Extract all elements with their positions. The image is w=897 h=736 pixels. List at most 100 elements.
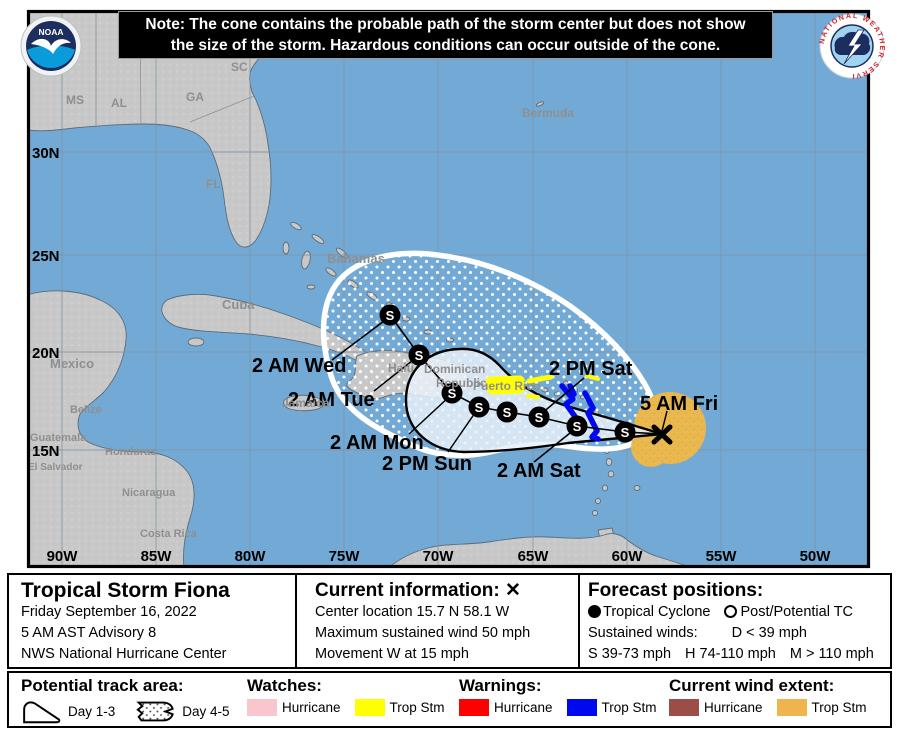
land-isle-of-youth xyxy=(187,337,205,347)
lon-90w: 90W xyxy=(47,548,79,565)
wind-s: S 39-73 mph xyxy=(588,646,672,662)
place-labels: MS AL GA SC FL Bermuda Bahamas Cuba Mexi… xyxy=(28,60,574,540)
forecast-positions-title: Forecast positions: xyxy=(588,580,764,601)
cone-day13 xyxy=(404,347,664,454)
land-south-america xyxy=(387,533,693,568)
noaa-logo-text: NOAA xyxy=(38,27,63,37)
label-jamaica: Jamaica xyxy=(282,396,330,410)
hurricane-warning-swatch xyxy=(459,699,489,716)
svg-text:S: S xyxy=(535,410,544,425)
legend-box: Potential track area: Day 1-3 Day 4-5 Wa… xyxy=(7,671,892,728)
lon-50w: 50W xyxy=(800,548,832,565)
current-info-title: Current information: ✕ xyxy=(315,580,521,601)
movement: Movement W at 15 mph xyxy=(315,646,469,662)
noaa-logo: NOAA xyxy=(20,15,82,77)
storm-date: Friday September 16, 2022 xyxy=(21,604,197,620)
lon-65w: 65W xyxy=(518,548,550,565)
label-ga: GA xyxy=(186,90,204,104)
callout-2pm-sat: 2 PM Sat xyxy=(549,358,633,380)
nws-logo: NATIONAL WEATHER SERVICE xyxy=(818,12,886,80)
label-fl: FL xyxy=(206,177,221,191)
note-banner: Note: The cone contains the probable pat… xyxy=(118,11,773,59)
lat-15n: 15N xyxy=(32,443,60,460)
callout-2am-wed: 2 AM Wed xyxy=(252,355,346,377)
landmasses xyxy=(27,10,693,568)
day45-stipple-icon xyxy=(136,701,175,722)
lon-75w: 75W xyxy=(329,548,361,565)
trop-storm-watch-label: Trop Stm xyxy=(389,700,445,715)
hurricane-watch-label: Hurricane xyxy=(282,700,341,715)
day13-cone-icon xyxy=(23,701,61,724)
wind-extent-title: Current wind extent: xyxy=(669,676,835,695)
track-area-title: Potential track area: xyxy=(21,676,184,695)
lat-30n: 30N xyxy=(32,145,60,162)
hurricane-extent-swatch xyxy=(669,699,699,716)
note-line1: Note: The cone contains the probable pat… xyxy=(145,16,746,33)
label-nicaragua: Nicaragua xyxy=(122,487,176,499)
lon-55w: 55W xyxy=(706,548,738,565)
max-wind: Maximum sustained wind 50 mph xyxy=(315,625,531,641)
wind-scale-line: S 39-73 mph H 74-110 mph M > 110 mph xyxy=(588,644,890,665)
current-info-panel: Current information: ✕ Center location 1… xyxy=(297,575,580,667)
land-jamaica xyxy=(283,394,324,412)
callout-2am-tue: 2 AM Tue xyxy=(288,389,375,411)
hurricane-warning-label: Hurricane xyxy=(494,700,553,715)
lat-25n: 25N xyxy=(32,248,60,265)
wind-extent-legend: Current wind extent: Hurricane Trop Stm xyxy=(669,676,867,716)
label-honduras: Honduras xyxy=(105,446,156,458)
sustained-winds-line: Sustained winds: D < 39 mph xyxy=(588,625,807,641)
hurricane-watch-swatch xyxy=(247,699,277,716)
lon-60w: 60W xyxy=(612,548,644,565)
trop-storm-extent-swatch xyxy=(776,699,807,716)
callout-2am-sat: 2 AM Sat xyxy=(497,460,581,482)
label-republic: Republic xyxy=(436,376,487,390)
label-bermuda: Bermuda xyxy=(522,106,574,120)
label-costa-rica: Costa Rica xyxy=(140,528,198,540)
storm-title: Tropical Storm Fiona xyxy=(21,579,230,602)
lat-20n: 20N xyxy=(32,345,60,362)
land-bermuda xyxy=(535,101,545,107)
graticule-labels: 30N 25N 20N 15N 90W 85W 80W 75W 70W 65W … xyxy=(32,145,831,565)
storm-advisory: 5 AM AST Advisory 8 xyxy=(21,625,157,641)
label-puerto-rico: Puerto Rico xyxy=(473,379,540,393)
marker-s: S xyxy=(386,308,395,323)
callout-2pm-sun: 2 PM Sun xyxy=(382,453,472,475)
wind-d: D < 39 mph xyxy=(731,625,807,641)
current-x-icon: ✕ xyxy=(505,580,521,601)
label-cuba: Cuba xyxy=(222,297,255,312)
watches-legend: Watches: Hurricane Trop Stm xyxy=(247,676,445,716)
potential-track-area-legend: Potential track area: Day 1-3 Day 4-5 xyxy=(21,676,230,724)
svg-text:S: S xyxy=(503,405,512,420)
label-ms: MS xyxy=(66,93,84,107)
center-location: Center location 15.7 N 58.1 W xyxy=(315,604,510,620)
callout-leader-lines xyxy=(331,317,668,463)
warnings-title: Warnings: xyxy=(459,676,542,695)
callout-2am-mon: 2 AM Mon xyxy=(330,432,424,454)
svg-text:S: S xyxy=(475,400,484,415)
storm-agency: NWS National Hurricane Center xyxy=(21,646,227,662)
wind-h: H 74-110 mph xyxy=(685,646,776,662)
land-central-america xyxy=(27,290,195,568)
position-types: Tropical Cyclone Post/Potential TC xyxy=(588,602,890,623)
label-al: AL xyxy=(111,96,127,110)
trop-storm-warning-swatch xyxy=(566,699,597,716)
post-potential-circle-icon xyxy=(724,605,738,618)
lon-70w: 70W xyxy=(423,548,455,565)
wind-m: M > 110 mph xyxy=(789,646,874,662)
lon-85w: 85W xyxy=(141,548,173,565)
tropical-cyclone-dot-icon xyxy=(588,605,601,618)
forecast-position-markers: S S S S S S S S xyxy=(379,304,636,443)
forecast-positions-panel: Forecast positions: Tropical Cyclone Post… xyxy=(580,575,890,667)
warnings-legend: Warnings: Hurricane Trop Stm xyxy=(459,676,657,716)
label-dominican: Dominican xyxy=(424,362,485,376)
lon-80w: 80W xyxy=(235,548,267,565)
trop-storm-extent-label: Trop Stm xyxy=(811,700,867,715)
label-bahamas: Bahamas xyxy=(327,251,385,266)
day13-label: Day 1-3 xyxy=(68,704,116,719)
callout-5am-fri: 5 AM Fri xyxy=(640,393,718,415)
svg-text:S: S xyxy=(448,386,457,401)
label-haiti: Haiti xyxy=(388,361,414,375)
noaa-seagull-icon xyxy=(31,38,71,54)
